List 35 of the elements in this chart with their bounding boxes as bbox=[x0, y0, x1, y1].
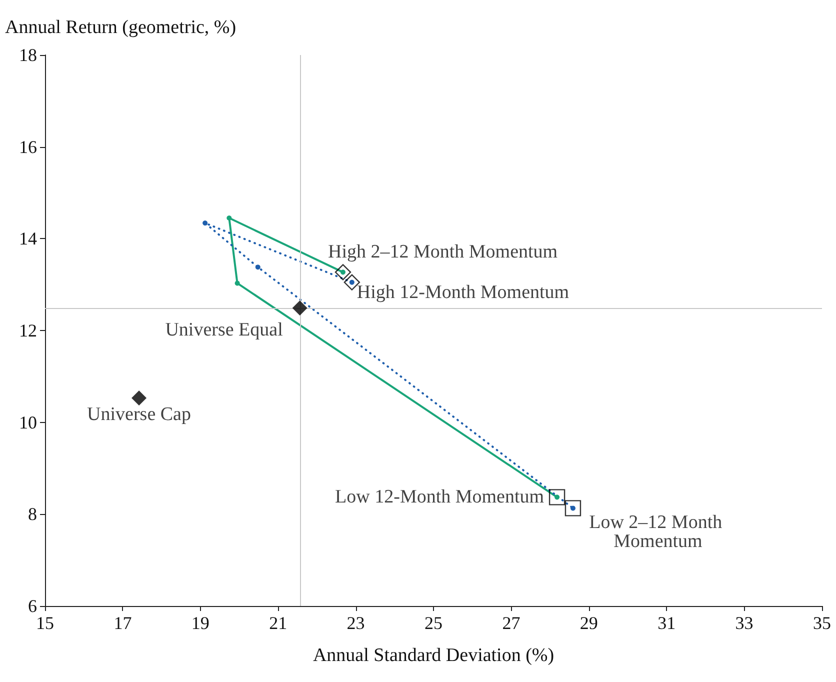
point bbox=[202, 220, 208, 226]
annotation: High 12-Month Momentum bbox=[356, 282, 570, 303]
y-axis-title: Annual Return (geometric, %) bbox=[5, 17, 236, 38]
annotation: High 2–12 Month Momentum bbox=[328, 242, 558, 263]
point bbox=[548, 489, 566, 506]
x-tick-label: 35 bbox=[813, 613, 831, 633]
y-tick-label: 12 bbox=[19, 320, 37, 340]
annotation: Low 12-Month Momentum bbox=[335, 486, 544, 508]
x-tick-label: 27 bbox=[502, 613, 520, 633]
x-axis-title: Annual Standard Deviation (%) bbox=[312, 645, 554, 666]
x-tick-label: 17 bbox=[114, 613, 132, 633]
x-tick-label: 19 bbox=[191, 613, 210, 633]
y-tick-label: 16 bbox=[19, 136, 37, 157]
annotation: Universe Cap bbox=[87, 404, 191, 425]
x-tick-label: 15 bbox=[36, 613, 54, 633]
x-tick-label: 33 bbox=[735, 613, 754, 633]
y-tick-label: 14 bbox=[19, 228, 37, 249]
y-tick-label: 8 bbox=[28, 504, 37, 524]
point bbox=[564, 500, 582, 516]
y-tick-label: 10 bbox=[19, 412, 37, 432]
point bbox=[226, 216, 232, 221]
x-tick-label: 31 bbox=[658, 613, 676, 633]
annotation: Low 2–12 Month Momentum bbox=[589, 512, 727, 552]
point bbox=[234, 280, 240, 286]
x-tick-label: 21 bbox=[269, 613, 288, 633]
annotation: Universe Equal bbox=[165, 320, 283, 340]
x-tick-label: 23 bbox=[346, 613, 365, 633]
x-tick-label: 25 bbox=[424, 613, 442, 633]
x-tick-label: 29 bbox=[580, 613, 598, 633]
y-tick-label: 18 bbox=[19, 45, 37, 65]
point bbox=[132, 390, 147, 406]
point bbox=[334, 264, 352, 280]
point bbox=[292, 300, 308, 316]
point bbox=[255, 264, 260, 270]
y-tick-label: 6 bbox=[28, 596, 37, 616]
